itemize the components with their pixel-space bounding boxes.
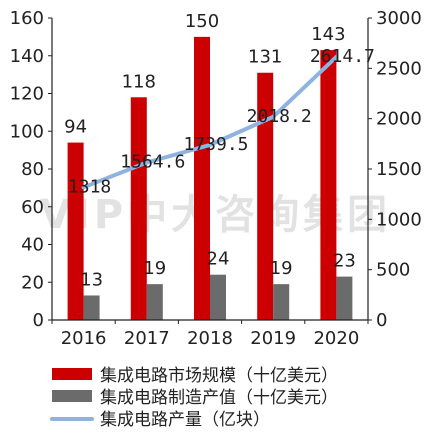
line-layer [81,54,339,190]
bar-1-2017 [146,284,163,320]
x-tick-label: 2018 [187,328,233,349]
y-left-tick-label: 140 [10,46,44,67]
y-left-tick-label: 160 [10,8,44,29]
bar-label-1-2018: 24 [207,249,230,270]
line-label-2020: 2614.7 [310,46,375,67]
y-right-tick-label: 1000 [376,209,422,230]
bar-0-2017 [130,97,147,321]
bar-label-1-2019: 19 [270,258,293,279]
bar-0-2019 [257,72,274,320]
axes: 0 20 40 60 80 100 120 140 160 0 500 1000 1500 2000 250… [10,8,422,349]
data-labels: 94 118 150 131 143 13 19 24 19 23 1318 1564.61739.5… [64,11,375,291]
y-left-tick-label: 40 [21,235,44,256]
y-right-tick-label: 500 [376,260,410,281]
y-right-tick-label: 3000 [376,8,422,29]
bar-label-0-2017: 118 [122,71,156,92]
bar-label-1-2017: 19 [143,258,166,279]
line-point-2016 [83,186,85,188]
bar-label-0-2018: 150 [185,11,219,32]
y-right-tick-label: 1500 [376,159,422,180]
line-point-2019 [272,116,274,118]
y-left-tick-label: 60 [21,197,44,218]
y-left-tick-label: 0 [33,310,44,331]
bar-label-0-2019: 131 [248,47,282,68]
bar-label-1-2020: 23 [333,251,356,272]
y-right-tick-label: 0 [376,310,387,331]
x-tick-label: 2016 [61,328,107,349]
legend-label-0: 集成电路市场规模（十亿美元） [100,366,338,386]
x-tick-label: 2020 [313,328,359,349]
line-point-2017 [146,161,148,163]
bar-0-2020 [320,50,337,321]
legend: 集成电路市场规模（十亿美元）集成电路制造产值（十亿美元）集成电路产量（亿块） [50,366,338,430]
bar-label-1-2016: 13 [80,269,103,290]
bar-1-2019 [273,284,290,320]
y-right-tick-label: 2000 [376,109,422,130]
bar-0-2018 [194,36,210,320]
bars-layer [67,36,353,321]
x-tick-label: 2017 [124,328,170,349]
bar-1-2020 [336,276,353,320]
y-left-tick-label: 80 [21,159,44,180]
legend-label-1: 集成电路制造产值（十亿美元） [100,388,338,408]
bar-1-2018 [210,274,226,320]
line-label-2019: 2018.2 [247,106,312,127]
y-left-tick-label: 120 [10,84,44,105]
line-point-2018 [209,144,211,146]
legend-swatch-1 [52,390,92,402]
watermark: VIP中大咨询集团 [40,192,391,238]
y-left-tick-label: 20 [21,272,44,293]
line-label-2018: 1739.5 [183,134,248,155]
line-label-2016: 1318 [68,176,111,197]
bar-0-2016 [67,142,84,320]
legend-label-2: 集成电路产量（亿块） [100,410,270,430]
bar-label-0-2016: 94 [64,117,87,138]
line-point-2020 [335,56,337,58]
bar-1-2016 [83,295,100,320]
bar-label-0-2020: 143 [311,24,345,45]
y-right-tick-label: 2500 [376,58,422,79]
line-label-2017: 1564.6 [120,151,185,172]
x-tick-label: 2019 [250,328,296,349]
y-left-tick-label: 100 [10,121,44,142]
legend-swatch-0 [52,368,92,380]
